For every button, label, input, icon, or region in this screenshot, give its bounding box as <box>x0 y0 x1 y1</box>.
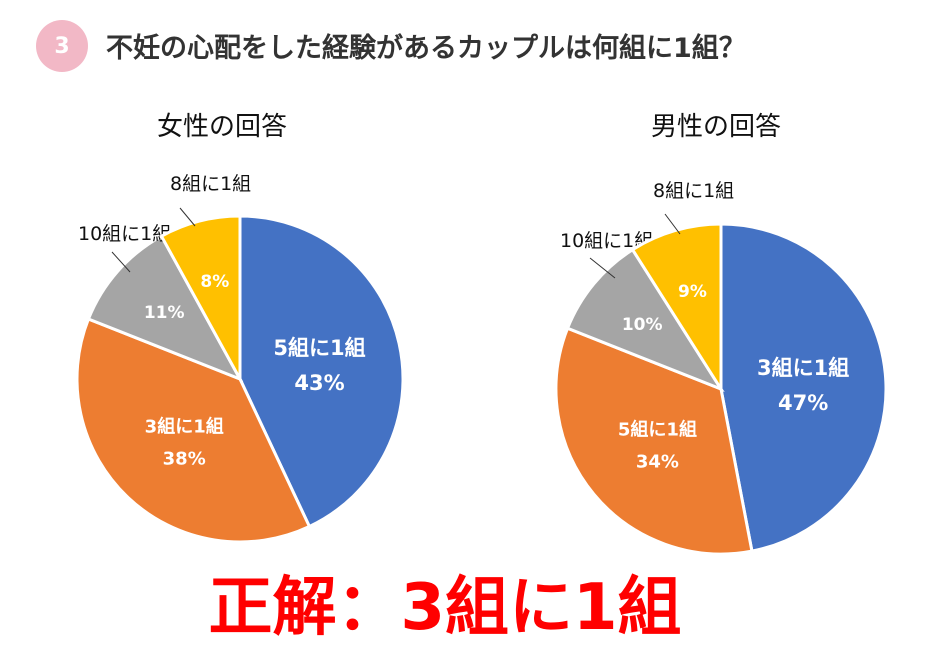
slice-percent: 34% <box>636 452 679 473</box>
slice-percent: 43% <box>294 371 344 395</box>
slice-percent: 38% <box>163 448 206 469</box>
leader-line <box>179 207 196 227</box>
slice-label: 10組に1組 <box>78 223 171 245</box>
slice-label: 8組に1組 <box>653 180 734 202</box>
leader-line <box>664 213 681 235</box>
slice-percent: 47% <box>778 391 828 415</box>
slice-label: 3組に1組 <box>757 356 849 380</box>
answer-text: 正解：3組に1組 <box>208 571 682 645</box>
slice-percent: 10% <box>622 315 663 335</box>
slice-label: 5組に1組 <box>273 336 365 360</box>
slice-label: 8組に1組 <box>170 173 251 195</box>
slice-percent: 11% <box>144 303 185 323</box>
pie-slice <box>719 222 888 553</box>
chart-title-male: 男性の回答 <box>650 112 782 142</box>
question-title: 不妊の心配をした経験があるカップルは何組に1組？ <box>106 33 746 64</box>
pie-slice <box>554 326 754 556</box>
slice-percent: 8% <box>200 272 229 292</box>
pie-slice <box>75 317 312 544</box>
pie-slice <box>630 222 723 395</box>
leader-line <box>111 251 131 273</box>
slice-label: 10組に1組 <box>560 230 653 252</box>
pie-slice <box>159 214 242 380</box>
slice-label: 3組に1組 <box>145 415 224 437</box>
pie-slice <box>238 214 405 529</box>
pie-slice <box>565 247 725 393</box>
slice-percent: 9% <box>678 282 707 302</box>
pie-slice <box>86 234 244 382</box>
slice-label: 5組に1組 <box>618 419 697 441</box>
chart-title-female: 女性の回答 <box>156 112 288 142</box>
leader-line <box>589 257 616 279</box>
question-number-badge: 3 <box>36 20 88 72</box>
